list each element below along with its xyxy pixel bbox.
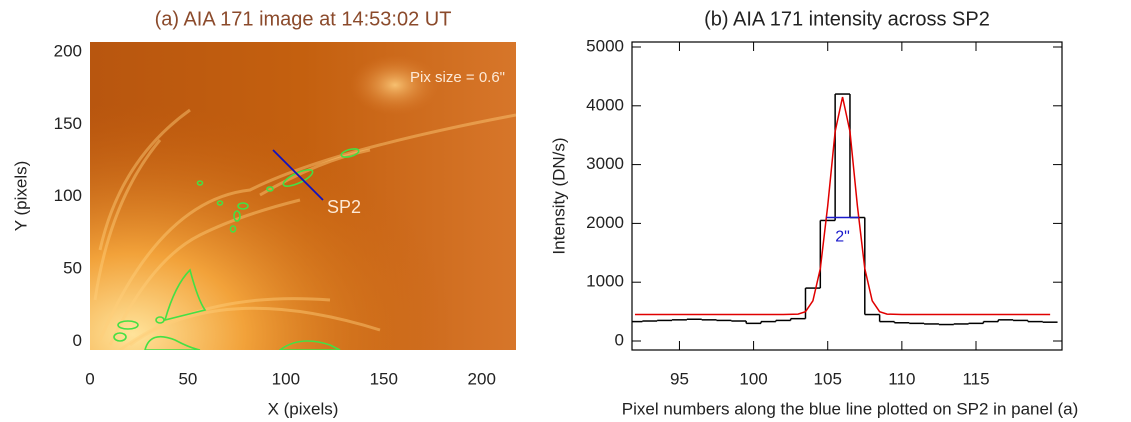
loops	[93, 108, 516, 350]
image-glow	[350, 55, 440, 115]
y-tick-label: 150	[54, 114, 82, 133]
y-tick-label: 50	[63, 259, 82, 278]
panel-b-x-label: Pixel numbers along the blue line plotte…	[622, 399, 1078, 418]
x-tick-label: 110	[888, 369, 915, 388]
y-tick-label: 1000	[586, 272, 624, 291]
y-tick-label: 0	[73, 331, 82, 350]
x-tick-label: 115	[962, 369, 989, 388]
y-tick-label: 4000	[586, 95, 624, 114]
x-tick-label: 100	[272, 369, 300, 388]
solar-image	[90, 42, 516, 350]
x-tick-label: 200	[468, 369, 496, 388]
fit-line	[634, 96, 1051, 316]
image-annotation: SP2	[327, 197, 361, 217]
y-tick-label: 2000	[586, 213, 624, 232]
x-tick-label: 105	[814, 369, 842, 388]
panel-a-title: (a) AIA 171 image at 14:53:02 UT	[155, 8, 452, 30]
y-tick-label: 100	[54, 186, 82, 205]
y-tick-label: 200	[54, 42, 82, 61]
x-tick-label: 95	[670, 369, 689, 388]
x-tick-label: 150	[370, 369, 398, 388]
image-glow	[90, 42, 516, 350]
image-annotation: Pix size = 0.6"	[410, 69, 505, 86]
panel-b-y-label: Intensity (DN/s)	[549, 137, 568, 254]
x-tick-label: 0	[85, 369, 94, 388]
y-tick-label: 0	[615, 330, 624, 349]
panel-a-y-label: Y (pixels)	[11, 161, 30, 232]
x-tick-label: 100	[739, 369, 767, 388]
y-tick-label: 3000	[586, 154, 624, 173]
sp2-line	[272, 149, 324, 201]
x-tick-label: 50	[178, 369, 197, 388]
plot-area	[632, 93, 1058, 326]
panel-b-title: (b) AIA 171 intensity across SP2	[704, 8, 990, 30]
plot-frame	[631, 41, 1063, 351]
fwhm-label: 2"	[835, 229, 850, 246]
y-tick-label: 5000	[586, 36, 624, 55]
panel-a-x-label: X (pixels)	[268, 399, 339, 418]
